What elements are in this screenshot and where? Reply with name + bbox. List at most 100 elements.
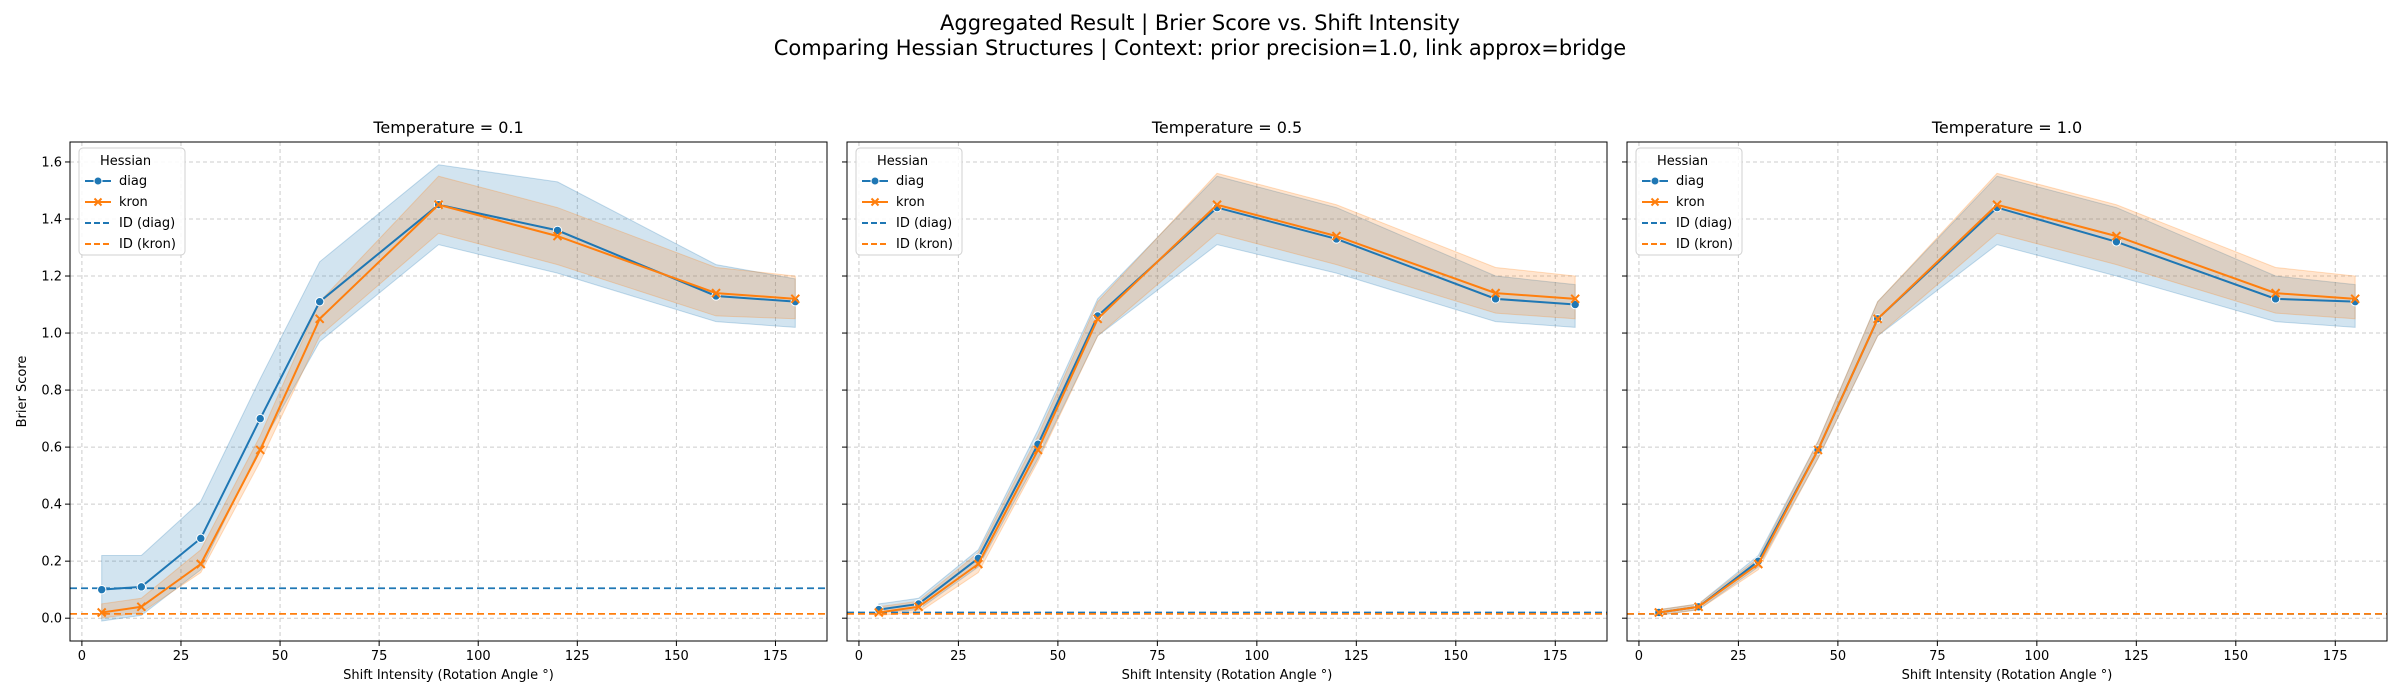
legend-entry-label: kron [119, 195, 148, 210]
confidence-band-kron [101, 175, 796, 619]
data-point-kron [1570, 294, 1580, 304]
x-tick-label: 50 [272, 649, 289, 664]
y-tick-label: 0.0 [41, 612, 62, 627]
legend-entry-label: ID (diag) [1676, 216, 1732, 231]
legend: Hessian diag kron ID (diag) ID (kron) [1635, 147, 1743, 256]
data-point-kron [1872, 314, 1883, 324]
x-axis-label: Shift Intensity (Rotation Angle °) [1122, 668, 1333, 683]
y-tick-label: 1.0 [41, 327, 62, 342]
x-tick-label: 100 [2024, 649, 2049, 664]
data-point-kron [2270, 288, 2281, 298]
data-point-kron [433, 200, 444, 210]
x-tick-label: 50 [1050, 649, 1067, 664]
axes-frame [69, 141, 828, 642]
chart-panel-1: 0 25 50 75 100 125 150 175 0.0 0.2 0.4 0.6 0.8 1.0 1.2… [15, 118, 828, 683]
confidence-band-kron [1658, 172, 2356, 616]
x-tick-label: 125 [565, 649, 590, 664]
data-point-kron [1992, 200, 2002, 210]
data-point-kron [874, 607, 884, 618]
x-tick-label: 25 [173, 649, 190, 664]
legend-entry-label: ID (kron) [119, 237, 176, 252]
y-tick-label: 0.4 [41, 498, 62, 513]
x-tick-label: 150 [2223, 649, 2248, 664]
data-point-diag [196, 533, 206, 544]
legend-title: Hessian [877, 154, 928, 169]
panel-title: Temperature = 1.0 [1931, 118, 2082, 137]
data-point-kron [1212, 200, 1222, 210]
legend: Hessian diag kron ID (diag) ID (kron) [78, 147, 186, 256]
x-tick-label: 100 [466, 649, 491, 664]
legend-box [1635, 147, 1743, 256]
x-tick-label: 75 [1149, 649, 1166, 664]
axes-frame [846, 141, 1608, 642]
data-point-diag [314, 296, 325, 307]
figure-title-line2: Comparing Hessian Structures | Context: … [774, 36, 1626, 61]
data-point-kron [552, 231, 563, 241]
legend-entry-label: ID (kron) [896, 237, 953, 252]
data-point-kron [136, 602, 147, 612]
data-point-kron [913, 602, 924, 612]
x-tick-label: 175 [1543, 649, 1568, 664]
data-point-diag [1570, 299, 1580, 310]
x-tick-label: 0 [78, 649, 86, 664]
legend-entry-label: ID (diag) [896, 216, 952, 231]
data-point-kron [1813, 445, 1823, 455]
x-tick-label: 125 [1344, 649, 1369, 664]
chart-panel-3: 0 25 50 75 100 125 150 175 Temperature = 1.0 Shif… [1622, 118, 2388, 683]
legend-entry-label: ID (kron) [1676, 237, 1733, 252]
data-point-kron [711, 288, 721, 298]
legend-marker-circle [93, 176, 103, 186]
legend-marker-circle [870, 176, 880, 186]
legend-title: Hessian [1657, 154, 1708, 169]
data-point-diag [97, 584, 107, 595]
confidence-band-kron [878, 172, 1576, 616]
y-tick-label: 0.2 [41, 555, 62, 570]
x-tick-label: 175 [763, 649, 788, 664]
legend-entry-label: diag [1676, 174, 1704, 189]
data-point-diag [1490, 294, 1501, 304]
data-point-kron [1693, 602, 1704, 612]
y-tick-label: 0.6 [41, 441, 62, 456]
y-tick-label: 0.8 [41, 384, 62, 399]
legend-marker-circle [1650, 176, 1660, 186]
data-point-diag [255, 413, 265, 424]
legend-marker-x [1650, 197, 1660, 207]
x-axis-label: Shift Intensity (Rotation Angle °) [1902, 668, 2113, 683]
y-axis-label: Brier Score [15, 356, 30, 428]
axes-frame [1626, 141, 2388, 642]
data-point-kron [96, 607, 107, 618]
y-tick-label: 1.6 [41, 155, 62, 170]
chart-panel-2: 0 25 50 75 100 125 150 175 Temperature = 0.5 Shif… [842, 118, 1608, 683]
x-tick-label: 25 [1730, 649, 1747, 664]
legend-marker-x [870, 197, 880, 207]
x-tick-label: 150 [664, 649, 689, 664]
data-point-kron [1490, 288, 1501, 298]
data-point-diag [2270, 294, 2281, 304]
data-point-diag [136, 582, 147, 592]
x-tick-label: 75 [371, 649, 388, 664]
confidence-band-diag [1658, 175, 2356, 616]
data-point-kron [973, 559, 984, 569]
x-tick-label: 25 [950, 649, 967, 664]
x-tick-label: 50 [1830, 649, 1847, 664]
figure-title-line1: Aggregated Result | Brier Score vs. Shif… [940, 11, 1460, 36]
legend-entry-label: kron [896, 195, 925, 210]
data-point-kron [1654, 607, 1664, 618]
x-axis-label: Shift Intensity (Rotation Angle °) [343, 668, 554, 683]
data-point-kron [1092, 314, 1103, 324]
legend-entry-label: diag [119, 174, 147, 189]
data-point-kron [790, 294, 801, 304]
confidence-band-diag [878, 175, 1576, 614]
data-point-kron [1331, 231, 1342, 241]
data-point-kron [314, 314, 325, 324]
panel-title: Temperature = 0.5 [1151, 118, 1302, 137]
legend: Hessian diag kron ID (diag) ID (kron) [855, 147, 963, 256]
x-tick-label: 100 [1244, 649, 1269, 664]
legend-entry-label: ID (diag) [119, 216, 175, 231]
x-tick-label: 75 [1929, 649, 1946, 664]
data-point-kron [2111, 231, 2122, 241]
legend-title: Hessian [100, 154, 151, 169]
y-tick-label: 1.4 [41, 212, 62, 227]
legend-entry-label: diag [896, 174, 924, 189]
